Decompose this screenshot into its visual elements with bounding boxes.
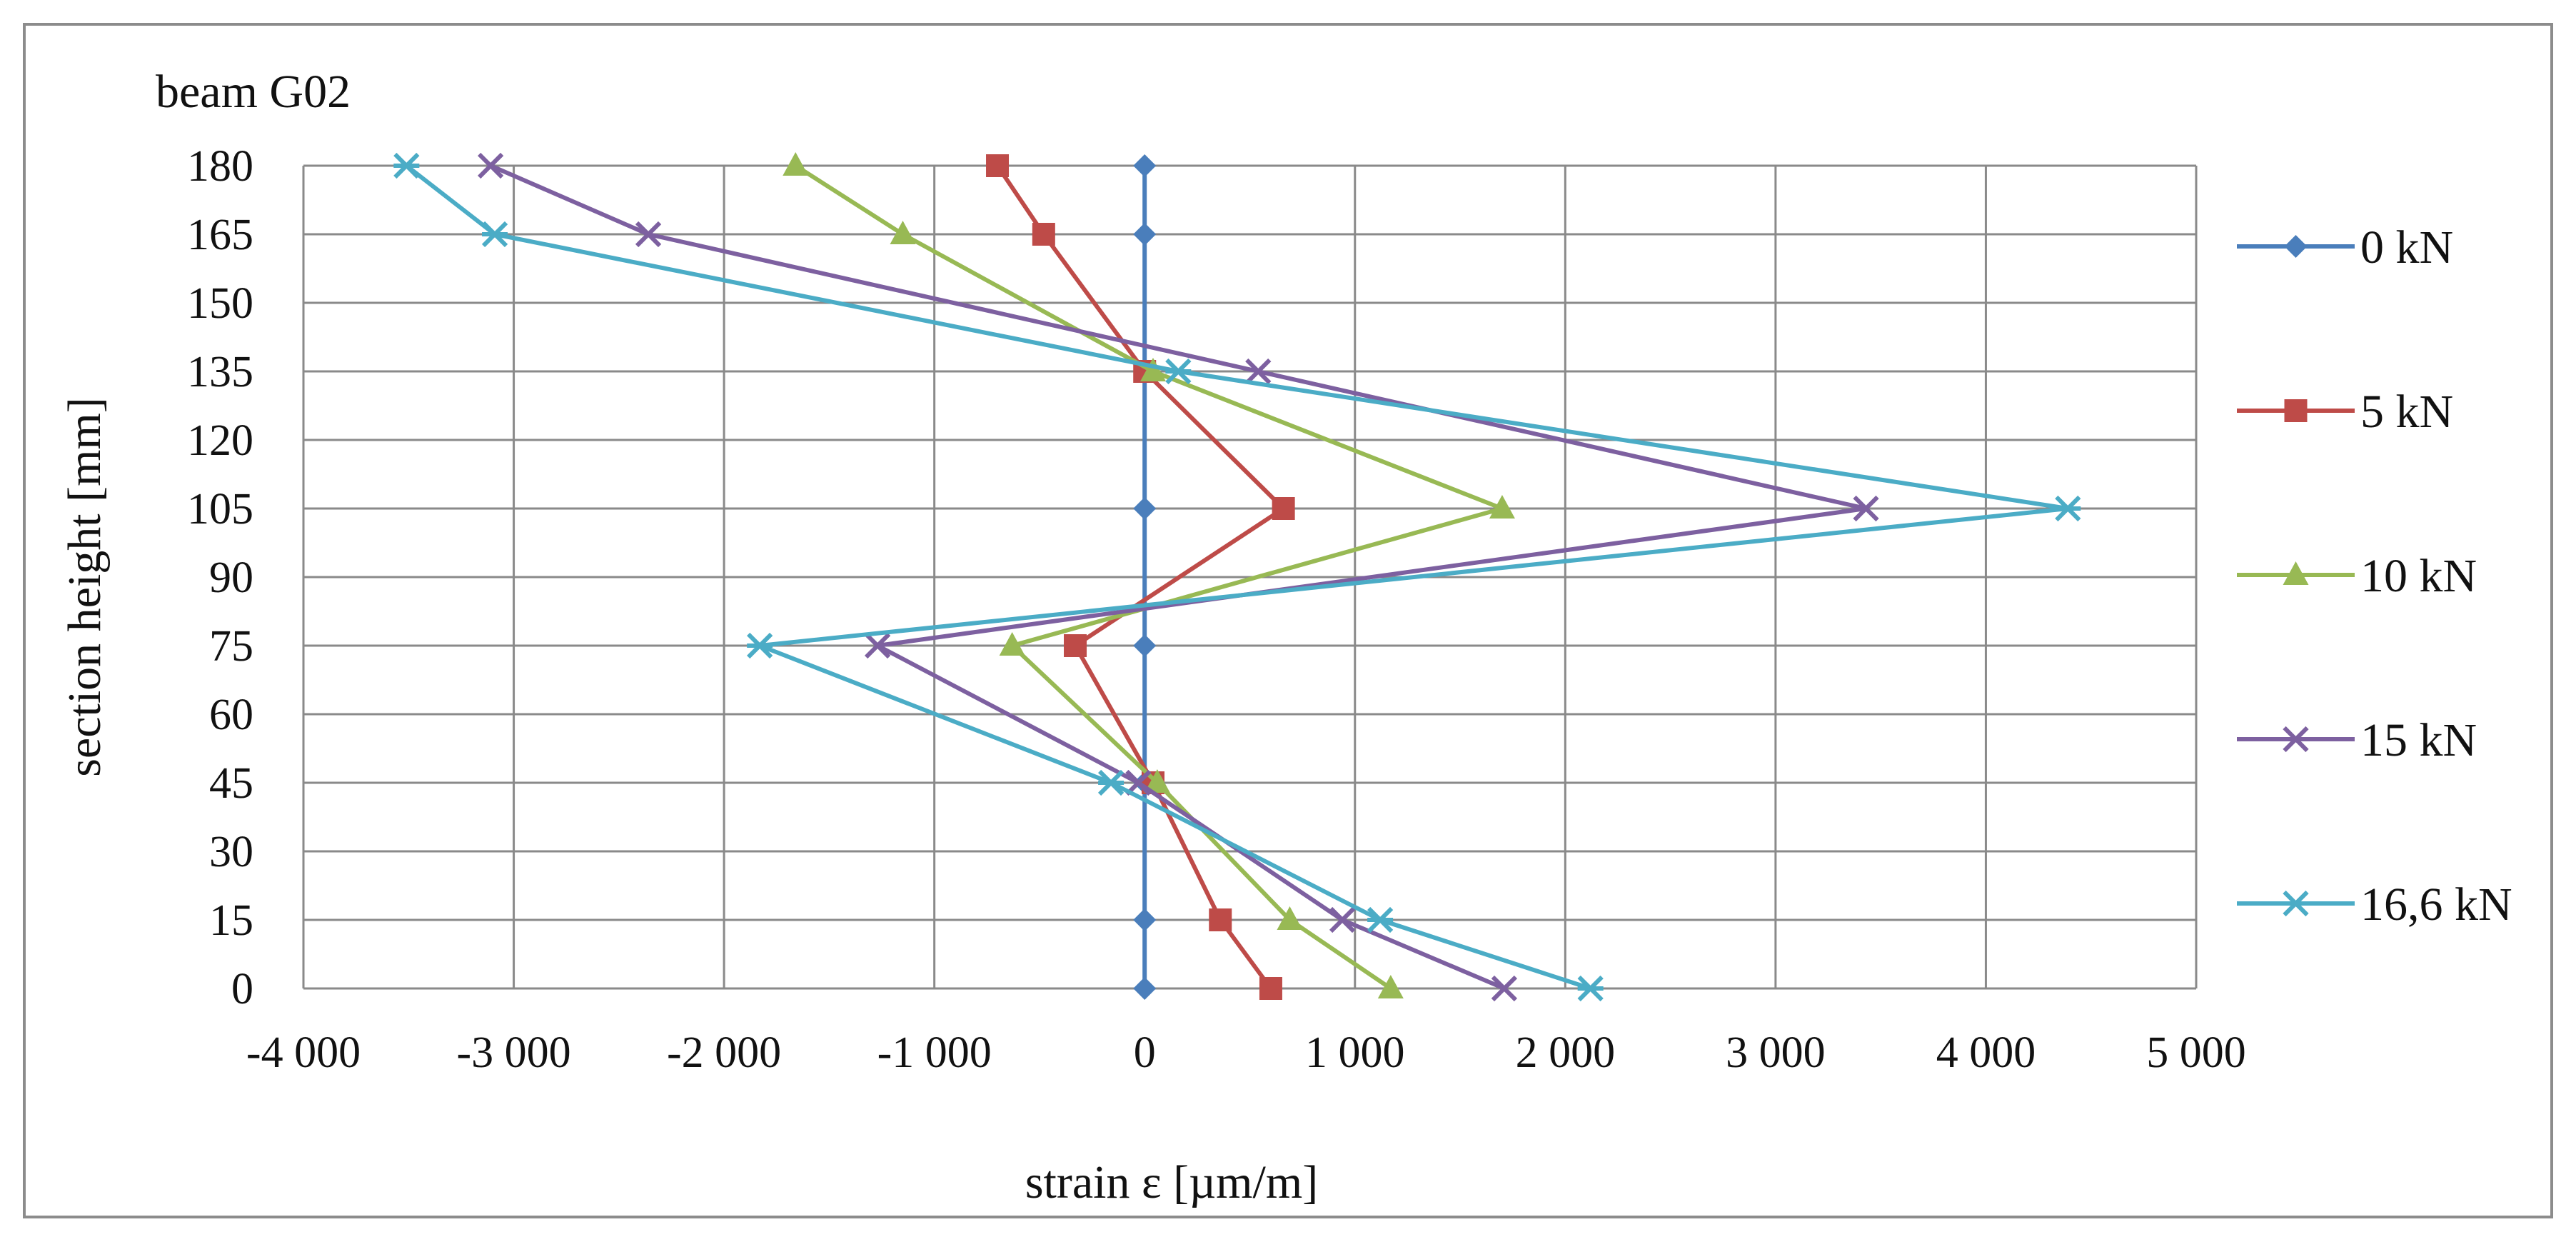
- legend-item: 16,6 kN: [2237, 878, 2512, 931]
- y-tick-label: 15: [209, 896, 253, 945]
- data-point: [1277, 906, 1303, 930]
- data-point: [1133, 223, 1157, 246]
- data-point: [1377, 975, 1404, 998]
- y-tick-label: 30: [209, 828, 253, 876]
- data-point: [1577, 975, 1604, 1002]
- series-16-6-kn: [393, 152, 2081, 1002]
- x-tick-label: -3 000: [456, 1028, 570, 1077]
- legend-marker: [2283, 726, 2309, 753]
- y-tick-label: 165: [187, 211, 253, 259]
- legend-item: 5 kN: [2237, 386, 2453, 438]
- data-point: [481, 221, 508, 248]
- legend-item: 15 kN: [2237, 714, 2477, 766]
- y-tick-label: 150: [187, 279, 253, 328]
- data-point: [1133, 497, 1157, 520]
- data-point: [1209, 908, 1232, 931]
- data-point: [1165, 358, 1192, 385]
- data-point: [1272, 497, 1295, 520]
- x-tick-label: 4 000: [1936, 1028, 2036, 1077]
- y-tick-label: 75: [209, 622, 253, 671]
- series-10-kn: [783, 152, 1515, 998]
- chart-frame: [23, 23, 2553, 1218]
- data-point: [1133, 634, 1157, 657]
- data-point: [865, 632, 891, 659]
- axes: 0 15 30 45 60 75 90 105 120 135 150 165 180 -4 000 -3 …: [187, 142, 2246, 1077]
- series-15-kn: [478, 152, 1879, 1002]
- data-point: [1032, 223, 1055, 246]
- data-point: [393, 152, 420, 179]
- data-point: [1491, 975, 1518, 1002]
- chart-title: beam G02: [156, 66, 351, 118]
- data-point: [1144, 769, 1170, 793]
- data-point: [478, 152, 504, 179]
- data-point: [1489, 495, 1515, 519]
- data-point: [747, 632, 773, 659]
- data-point: [1853, 495, 1879, 522]
- legend-label: 0 kN: [2360, 221, 2453, 274]
- series-line: [490, 164, 1868, 991]
- y-tick-label: 60: [209, 691, 253, 739]
- data-point: [783, 152, 809, 176]
- y-tick-label: 120: [187, 416, 253, 465]
- legend-marker: [2284, 235, 2308, 258]
- data-point: [2055, 495, 2081, 522]
- legend-label: 5 kN: [2360, 386, 2453, 438]
- data-point: [1245, 358, 1272, 385]
- data-point: [1133, 977, 1157, 1000]
- x-tick-label: 3 000: [1726, 1028, 1826, 1077]
- x-axis-title: strain ε [µm/m]: [1025, 1156, 1318, 1208]
- series-0-kn: [1133, 154, 1157, 1000]
- data-point: [986, 154, 1010, 177]
- series-line: [995, 164, 1286, 990]
- x-tick-label: -2 000: [667, 1028, 781, 1077]
- x-tick-label: -1 000: [877, 1028, 992, 1077]
- data-point: [1329, 906, 1356, 933]
- data-point: [1064, 634, 1087, 657]
- data-point: [1133, 154, 1157, 177]
- legend-label: 15 kN: [2360, 714, 2477, 766]
- data-point: [1133, 908, 1157, 931]
- y-tick-label: 105: [187, 485, 253, 534]
- data-point: [1097, 769, 1125, 796]
- y-tick-label: 90: [209, 554, 253, 602]
- legend: 0 kN 5 kN 10 kN 15 kN 16,6 kN: [2237, 221, 2512, 931]
- legend-label: 10 kN: [2360, 550, 2477, 602]
- x-tick-label: 2 000: [1516, 1028, 1616, 1077]
- legend-marker: [2284, 399, 2308, 422]
- y-tick-label: 180: [187, 142, 253, 191]
- series-line: [794, 164, 1504, 991]
- data-point: [999, 632, 1025, 656]
- legend-label: 16,6 kN: [2360, 878, 2512, 931]
- data-point: [1259, 977, 1282, 1000]
- legend-marker: [2283, 890, 2309, 917]
- data-point: [635, 221, 662, 248]
- legend-item: 0 kN: [2237, 221, 2453, 274]
- y-tick-label: 45: [209, 759, 253, 808]
- data-point: [1140, 358, 1167, 381]
- x-tick-label: 0: [1134, 1028, 1156, 1077]
- y-tick-label: 0: [231, 965, 253, 1013]
- legend-item: 10 kN: [2237, 550, 2477, 602]
- legend-marker: [2283, 561, 2309, 585]
- data-point: [1367, 906, 1394, 933]
- data-point: [890, 221, 916, 244]
- series-line: [405, 164, 2071, 991]
- x-tick-label: 1 000: [1305, 1028, 1405, 1077]
- x-tick-label: -4 000: [246, 1028, 361, 1077]
- y-axis-title: section height [mm]: [59, 397, 111, 777]
- x-tick-label: 5 000: [2146, 1028, 2246, 1077]
- series-layer: [393, 152, 2081, 1002]
- y-tick-label: 135: [187, 348, 253, 396]
- data-point: [1125, 769, 1152, 796]
